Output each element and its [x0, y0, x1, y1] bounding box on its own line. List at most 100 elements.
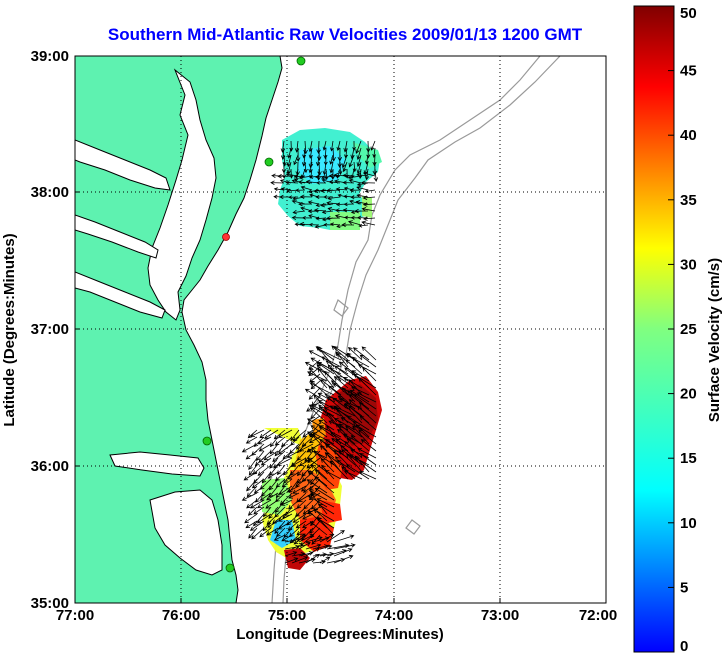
velocity-arrow: [347, 390, 363, 403]
velocity-arrow: [294, 506, 307, 517]
velocity-arrow: [291, 533, 306, 543]
velocity-arrow: [336, 376, 356, 389]
velocity-arrow: [254, 457, 265, 466]
velocity-arrow: [317, 161, 322, 176]
velocity-arrow: [340, 417, 363, 431]
velocity-arrow: [253, 485, 265, 494]
velocity-arrow: [355, 457, 377, 473]
radar-site: [296, 56, 306, 66]
velocity-arrow: [331, 437, 349, 452]
radar-site: [202, 436, 212, 446]
velocity-arrow: [329, 460, 349, 480]
velocity-arrow: [313, 394, 328, 410]
velocity-arrow: [267, 471, 279, 479]
velocity-arrow: [284, 537, 301, 543]
velocity-arrow: [358, 223, 369, 228]
velocity-arrow: [255, 450, 265, 462]
velocity-arrow: [329, 161, 334, 174]
colorbar: 0 5 10 15 20 25 30 35 40 45 50 Surface Velocity (c…: [633, 5, 723, 655]
velocity-arrow: [287, 471, 300, 480]
velocity-arrow: [245, 520, 258, 529]
velocity-arrow: [292, 485, 307, 494]
velocity-arrow: [341, 449, 363, 466]
velocity-arrow: [293, 174, 306, 179]
velocity-arrow: [362, 202, 376, 207]
velocity-arrow: [313, 509, 335, 522]
velocity-arrow: [280, 436, 293, 448]
velocity-arrow: [243, 471, 258, 481]
velocity-arrow: [314, 476, 335, 494]
velocity-arrow: [341, 154, 348, 169]
velocity-arrow: [266, 492, 279, 501]
velocity-arrow: [317, 367, 335, 389]
albemarle-sound: [109, 451, 205, 477]
velocity-arrow: [335, 407, 356, 424]
velocity-arrow: [353, 394, 377, 410]
velocity-arrow: [297, 492, 314, 502]
velocity-arrow: [281, 534, 293, 542]
velocity-arrow: [321, 356, 342, 368]
york-james-river: [75, 271, 166, 319]
velocity-arrow: [335, 439, 356, 452]
velocity-arrow: [274, 443, 286, 457]
x-tick-label: 77:00: [56, 607, 94, 624]
velocity-arrow: [326, 412, 342, 431]
velocity-arrow: [343, 202, 355, 207]
velocity-arrow: [342, 208, 355, 213]
y-tick-label: 39:00: [31, 48, 69, 65]
velocity-arrow: [333, 534, 355, 543]
velocity-arrow: [289, 140, 294, 152]
velocity-arrow: [357, 364, 377, 375]
velocity-arrow: [349, 389, 370, 403]
velocity-arrow: [320, 458, 335, 473]
velocity-arrow: [356, 147, 362, 160]
velocity-arrow: [298, 175, 313, 180]
velocity-arrow: [342, 161, 348, 173]
velocity-arrow: [299, 194, 313, 200]
velocity-arrow: [307, 200, 320, 205]
velocity-arrow: [346, 437, 363, 452]
velocity-arrow: [327, 195, 341, 201]
velocity-arrow: [356, 215, 369, 220]
velocity-arrow: [291, 556, 309, 564]
velocity-arrow: [306, 479, 328, 494]
velocity-arrow: [359, 354, 377, 368]
velocity-arrow: [316, 140, 321, 155]
velocity-arrow: [276, 464, 286, 476]
velocity-arrow: [249, 520, 265, 531]
map-title: Southern Mid-Atlantic Raw Velocities 200…: [108, 25, 583, 44]
velocity-arrow: [352, 347, 370, 361]
velocity-arrow: [317, 362, 342, 375]
velocity-arrow: [257, 436, 272, 445]
velocity-arrow: [349, 393, 370, 410]
plot-area: [75, 56, 606, 603]
velocity-arrow: [336, 140, 341, 151]
velocity-arrow: [337, 154, 342, 169]
velocity-arrow: [341, 387, 356, 403]
velocity-arrow: [312, 559, 326, 565]
velocity-arrow: [307, 189, 320, 194]
velocity-arrow: [305, 553, 320, 564]
velocity-arrow: [343, 376, 363, 389]
velocity-arrow: [336, 224, 348, 229]
velocity-arrow: [277, 429, 293, 438]
x-tick-label: 73:00: [481, 607, 519, 624]
velocity-arrow: [258, 443, 272, 452]
colorbar-tick-label: 45: [680, 63, 697, 80]
colorbar-tick-label: 25: [680, 321, 697, 338]
velocity-arrow: [288, 195, 299, 200]
velocity-arrow: [343, 186, 355, 191]
velocity-arrow: [335, 422, 349, 438]
velocity-arrow: [338, 423, 356, 438]
velocity-arrow: [347, 220, 362, 226]
velocity-arrow: [250, 429, 265, 437]
velocity-arrow: [309, 367, 328, 389]
velocity-arrow: [352, 420, 370, 438]
velocity-arrow: [245, 436, 258, 444]
colorbar-scale: [633, 5, 675, 653]
velocity-arrow: [356, 392, 377, 403]
velocity-arrow: [256, 499, 272, 509]
colorbar-tick-label: 20: [680, 386, 697, 403]
velocity-arrow: [259, 492, 272, 501]
